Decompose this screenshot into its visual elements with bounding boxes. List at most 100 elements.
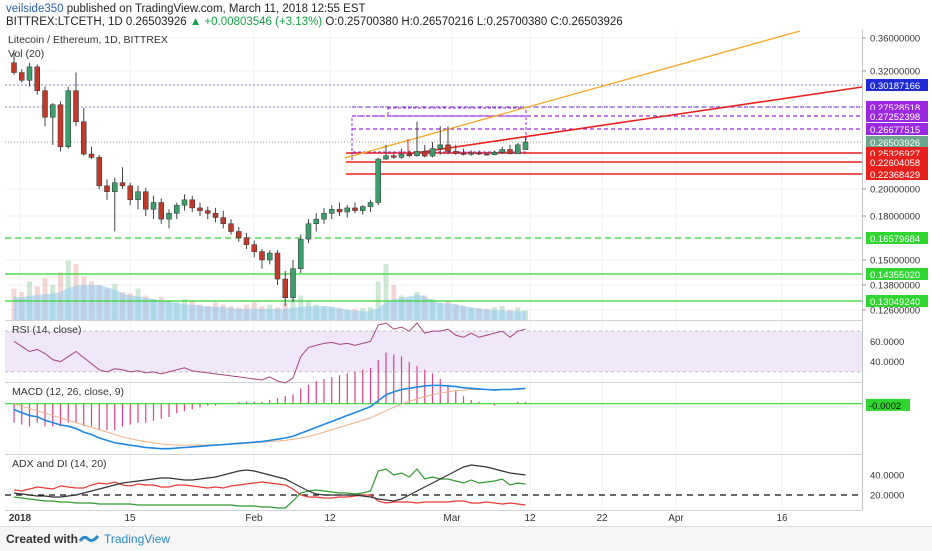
candle-body <box>445 144 451 152</box>
price-level-label: 0.27252398 <box>870 112 920 123</box>
candle-body <box>298 238 304 269</box>
price-level-badge <box>866 295 928 307</box>
publish-line: veilside350 published on TradingView.com… <box>6 3 366 15</box>
rsi-tick-label: 60.0000 <box>870 337 904 348</box>
rsi-band <box>5 331 862 372</box>
candle-body <box>96 157 102 187</box>
price-level-label: 0.26677515 <box>870 125 920 136</box>
price-change: ▲ +0.00803546 (+3.13%) <box>189 16 323 28</box>
price-level-badge <box>866 268 928 280</box>
chart-area[interactable]: 0.36000000 0.32000000 0.30187166 0.27528518… <box>0 30 932 526</box>
x-tick-label: 22 <box>596 513 608 524</box>
candle-body <box>305 223 312 240</box>
volume-title: Vol (20) <box>8 48 44 60</box>
candle-body <box>367 202 374 207</box>
candle-body <box>391 155 397 158</box>
price-level-badge <box>866 156 928 168</box>
candle-body <box>150 202 157 210</box>
candle-body <box>19 72 25 81</box>
candle-body <box>174 204 180 214</box>
candle-body <box>313 218 319 224</box>
publish-info: published on TradingView.com, March 11, … <box>66 3 366 15</box>
orange-trendline <box>344 30 801 159</box>
adx-title: ADX and DI (14, 20) <box>12 458 107 470</box>
x-tick-label: Feb <box>245 513 263 524</box>
candle-body <box>11 62 17 73</box>
candle-body <box>119 182 126 187</box>
x-tick-label: Apr <box>668 513 684 524</box>
candle-body <box>274 252 281 280</box>
candle-body <box>336 209 343 213</box>
candle-body <box>158 202 164 220</box>
rsi-line <box>13 322 526 384</box>
x-tick-label: 16 <box>776 513 788 524</box>
price-level-label: 0.25326927 <box>870 149 920 160</box>
candle-body <box>429 148 436 157</box>
volume-bar <box>383 264 389 320</box>
macd-value-label: -0.0002 <box>869 401 901 412</box>
adx-tick-label: 20.0000 <box>870 491 904 502</box>
price-tick-label: 0.18000000 <box>870 212 920 223</box>
price-tick-label: 0.20000000 <box>870 185 920 196</box>
candle-body <box>375 158 381 203</box>
candle-body <box>181 199 188 206</box>
candle-body <box>57 104 64 147</box>
candle-body <box>212 213 219 218</box>
candle-body <box>499 149 505 153</box>
chart-header: veilside350 published on TradingView.com… <box>0 0 932 30</box>
candle-body <box>398 153 405 158</box>
candle-body <box>352 207 358 211</box>
tradingview-brand[interactable]: TradingView <box>104 532 171 546</box>
created-with-label: Created with <box>6 532 79 546</box>
price-level-badge <box>866 136 928 148</box>
symbol-label: BITTREX:LTCETH, 1D <box>6 16 123 28</box>
red-trendline <box>407 86 863 155</box>
price-level-label: 0.27528518 <box>870 103 920 114</box>
volume-ma-area <box>14 284 526 320</box>
candle-body <box>205 210 211 214</box>
price-tick-label: 0.36000000 <box>870 34 920 45</box>
candle-body <box>321 213 327 220</box>
x-tick-label: 12 <box>524 513 536 524</box>
candle-body <box>453 151 459 154</box>
adx-line <box>13 464 526 502</box>
candle-body <box>65 90 71 147</box>
price-tick-label: 0.32000000 <box>870 67 920 78</box>
x-tick-label: 15 <box>124 513 136 524</box>
tradingview-logo-icon <box>78 534 100 542</box>
candle-body <box>73 90 79 122</box>
price-level-label: 0.22368429 <box>870 170 920 181</box>
price-tick-label: 0.15000000 <box>870 256 920 267</box>
candle-body <box>344 207 350 213</box>
candle-body <box>290 268 296 299</box>
macd-value-badge <box>866 398 910 411</box>
candle-body <box>166 213 172 220</box>
candle-body <box>515 144 521 155</box>
candle-body <box>127 185 133 201</box>
candle-body <box>383 155 389 160</box>
candle-body <box>143 191 149 210</box>
candle-body <box>236 231 242 238</box>
price-level-badge <box>866 110 928 122</box>
price-level-label: 0.13049240 <box>870 297 920 308</box>
candle-body <box>88 153 95 158</box>
candle-body <box>282 278 288 299</box>
consolidation-box-top <box>387 107 527 117</box>
candle-body <box>491 152 498 155</box>
symbol-line: BITTREX:LTCETH, 1D 0.26503926 ▲ +0.00803… <box>6 16 623 28</box>
author-link[interactable]: veilside350 <box>6 3 64 15</box>
candle-body <box>460 153 467 155</box>
x-tick-label: 12 <box>324 513 336 524</box>
candle-body <box>360 206 366 211</box>
last-price: 0.26503926 <box>125 16 187 28</box>
candle-body <box>468 152 474 155</box>
candle-body <box>507 149 513 155</box>
price-level-badge <box>866 232 928 244</box>
candle-body <box>406 153 412 156</box>
ohlc-values: O:0.25700380 H:0.26570216 L:0.25700380 C… <box>325 16 623 28</box>
candle-body <box>197 207 203 211</box>
price-level-label: 0.14355020 <box>870 270 920 281</box>
candle-body <box>259 251 265 261</box>
price-level-badge <box>866 123 928 135</box>
candle-body <box>42 90 48 118</box>
